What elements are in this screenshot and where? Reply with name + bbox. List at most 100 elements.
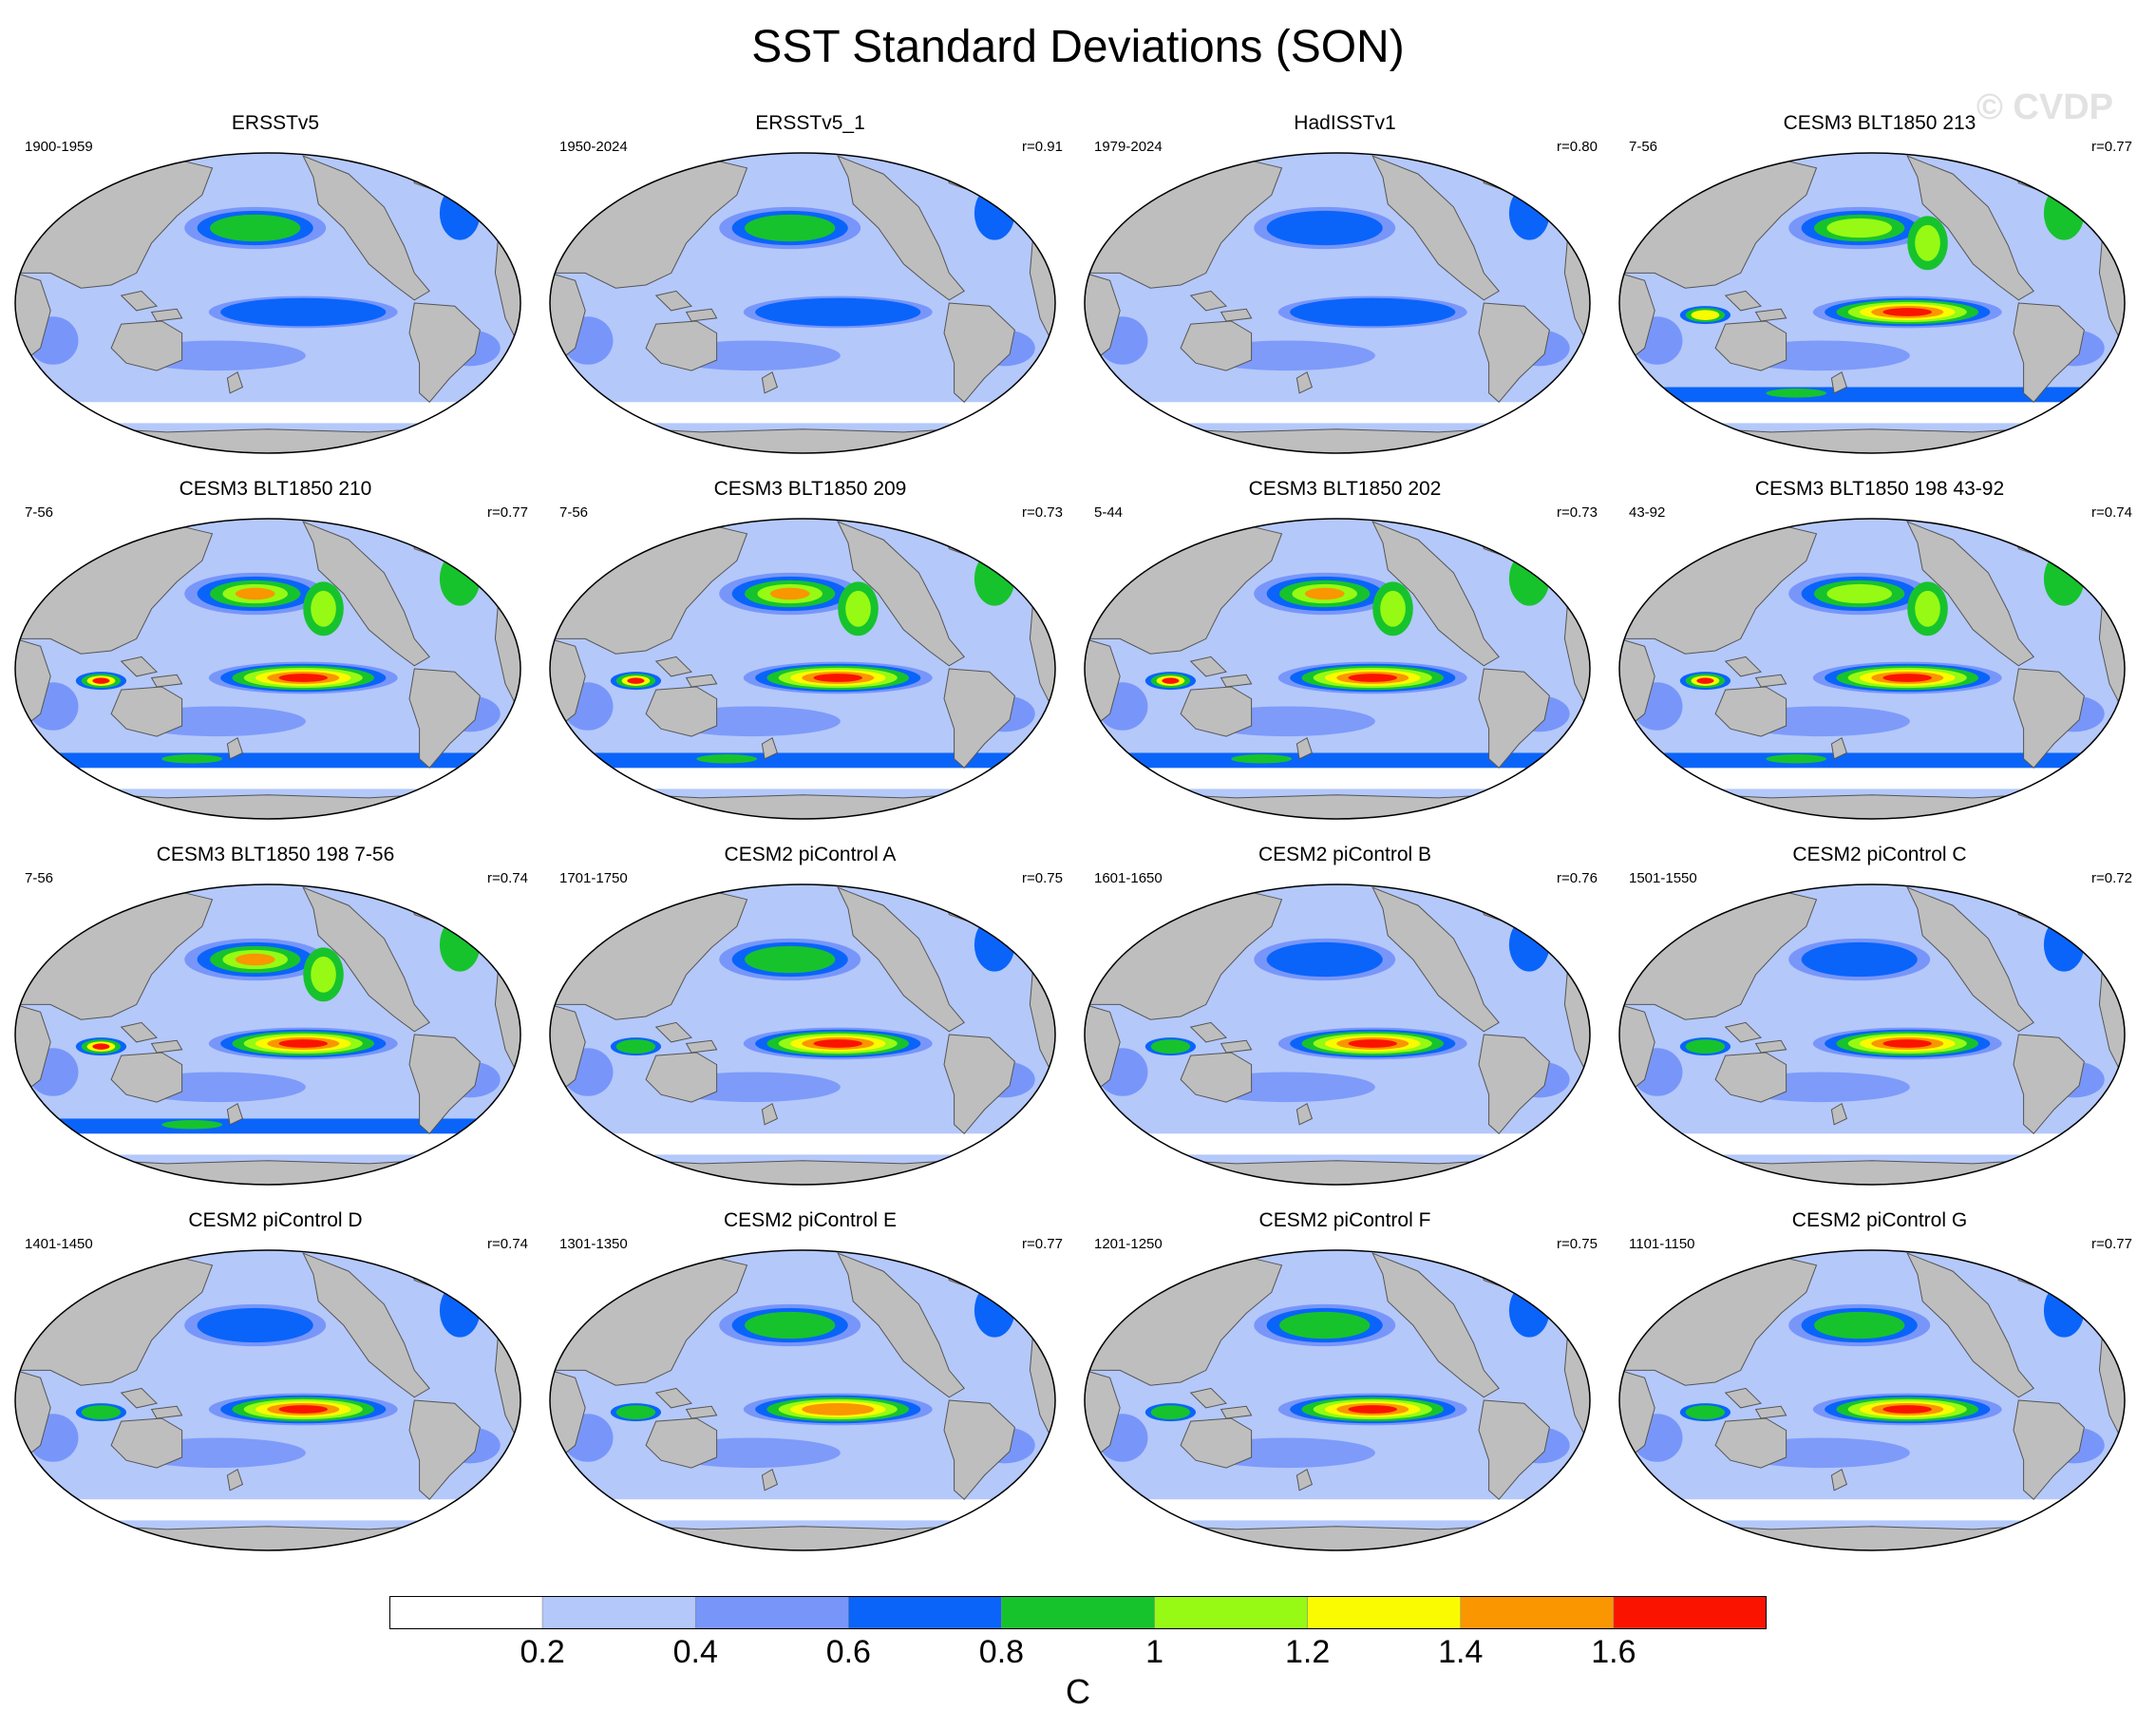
sst-map [1618,152,2126,454]
colorbar-swatch [848,1596,1002,1629]
land-mass [52,1157,470,1185]
map-border [1084,884,1591,1186]
map-panel: CESM2 piControl C 1501-1550 r=0.72 [1614,844,2146,1195]
map-border [14,1249,521,1551]
land-mass [1830,1468,1848,1492]
colorbar-tick-label: 1.6 [1591,1634,1636,1670]
enso-variability-contour [278,674,328,682]
land-mass [943,1399,1015,1501]
map-panel: CESM3 BLT1850 213 7-56 r=0.77 [1614,112,2146,464]
panel-pattern-correlation: r=0.73 [1557,504,1598,521]
land-mass [52,791,470,819]
land-mass [1906,521,2034,667]
land-mass [2013,1399,2085,1501]
land-mass [587,1523,1005,1550]
land-mass [1295,370,1314,394]
map-border [1618,1249,2126,1551]
land-mass [150,674,183,688]
panel-title: CESM3 BLT1850 210 [179,478,372,500]
land-mass [1714,1417,1787,1469]
panel-pattern-correlation: r=0.74 [487,1236,528,1252]
land-mass [120,1387,159,1409]
low-variability-band [15,768,520,789]
map-panel: CESM2 piControl F 1201-1250 r=0.75 [1079,1209,1611,1561]
colorbar [389,1596,1767,1629]
land-mass [120,656,159,677]
land-mass [1619,272,1655,361]
land-mass [1478,1399,1550,1501]
land-mass [837,1252,965,1398]
land-mass [1619,637,1655,727]
enso-variability-contour [1882,674,1932,682]
land-mass [685,308,718,322]
land-mass [1122,1523,1540,1550]
panel-years: 1401-1450 [25,1236,93,1252]
land-mass [1906,886,2034,1033]
land-mass [1714,1052,1787,1103]
land-mass [1371,521,1500,667]
panel-title: ERSSTv5_1 [755,112,865,134]
land-mass [685,674,718,688]
land-mass [1478,668,1550,770]
land-mass [226,1102,244,1126]
map-border [549,152,1056,454]
panel-pattern-correlation: r=0.80 [1557,139,1598,155]
low-variability-band [1619,1499,2125,1521]
sst-map [14,884,521,1186]
panel-pattern-correlation: r=0.77 [2091,1236,2132,1252]
land-mass [587,791,1005,819]
land-mass [408,302,481,404]
panel-pattern-correlation: r=0.75 [1022,870,1063,886]
land-mass [1295,736,1314,760]
panel-pattern-correlation: r=0.77 [487,504,528,521]
panel-title: CESM2 piControl E [723,1209,898,1231]
panel-years: 1950-2024 [559,139,628,155]
low-variability-band [550,1499,1055,1521]
panel-years: 1900-1959 [25,139,93,155]
map-panel: CESM3 BLT1850 198 7-56 7-56 r=0.74 [9,844,541,1195]
land-mass [1295,1468,1314,1492]
land-mass [15,1003,51,1092]
colorbar-swatch [1307,1596,1462,1629]
enso-variability-contour [802,1403,875,1416]
land-mass [1371,886,1500,1033]
panel-years: 5-44 [1094,504,1124,521]
land-mass [1714,686,1787,737]
land-mass [15,637,51,727]
sst-map [1618,884,2126,1186]
land-mass [110,320,183,371]
land-mass [654,1387,693,1409]
land-mass [761,370,779,394]
enso-variability-contour [1882,1405,1932,1414]
land-mass [1724,1387,1763,1409]
panel-years: 1501-1550 [1629,870,1697,886]
map-border [14,518,521,820]
land-mass [1180,1052,1253,1103]
land-mass [943,302,1015,404]
map-panel: CESM3 BLT1850 209 7-56 r=0.73 [544,478,1076,829]
panel-title: CESM3 BLT1850 213 [1783,112,1976,134]
land-mass [1189,1387,1228,1409]
land-mass [150,1405,183,1419]
cvdp-watermark: © CVDP [1976,87,2113,127]
land-mass [2013,1034,2085,1135]
panel-pattern-correlation: r=0.73 [1022,504,1063,521]
land-mass [150,1039,183,1054]
sst-map [14,518,521,820]
land-mass [1754,308,1787,322]
land-mass [654,290,693,312]
map-border [1618,884,2126,1186]
enso-variability-contour [278,1039,328,1048]
map-border [14,884,521,1186]
land-mass [1180,320,1253,371]
land-mass [943,668,1015,770]
land-mass [550,272,586,361]
land-mass [15,272,51,361]
enso-variability-contour [1348,674,1397,682]
low-variability-band [15,1133,520,1155]
low-variability-band [15,402,520,424]
low-variability-band [1619,1133,2125,1155]
colorbar-swatch [1001,1596,1155,1629]
land-mass [645,1052,718,1103]
map-panel: CESM3 BLT1850 202 5-44 r=0.73 [1079,478,1611,829]
